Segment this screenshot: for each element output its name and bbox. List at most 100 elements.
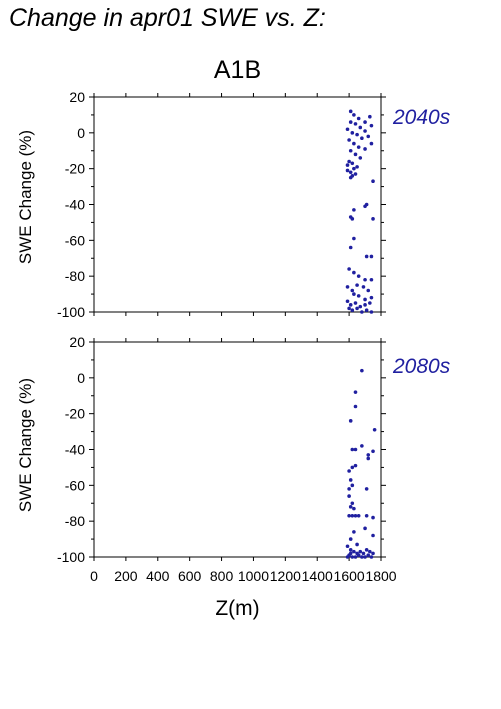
data-point: [353, 301, 358, 305]
data-point: [350, 513, 355, 518]
data-point: [347, 487, 351, 491]
data-point: [352, 141, 356, 146]
scenario-title: A1B: [213, 56, 262, 84]
data-point: [371, 179, 375, 184]
data-point: [369, 277, 374, 282]
data-point: [371, 217, 375, 221]
data-point: [350, 131, 355, 135]
data-point: [366, 456, 371, 461]
data-point: [363, 120, 367, 124]
data-point: [364, 308, 369, 313]
data-point: [371, 533, 375, 538]
data-point: [358, 125, 363, 130]
data-point: [369, 555, 374, 559]
data-point: [363, 277, 367, 282]
data-point: [356, 553, 361, 558]
data-point: [366, 453, 371, 457]
data-point: [345, 127, 350, 132]
data-point: [363, 297, 367, 302]
data-point: [361, 551, 366, 556]
data-point: [348, 120, 353, 124]
data-point: [350, 465, 355, 470]
data-point: [356, 116, 361, 121]
y-axis-label: SWE Change (%): [16, 378, 35, 512]
data-point: [363, 204, 367, 209]
data-point: [348, 548, 353, 552]
data-point: [363, 147, 367, 151]
data-point: [369, 295, 374, 300]
y-tick-label: 0: [77, 370, 85, 386]
plot-frame: [93, 341, 382, 558]
x-tick-label: 800: [210, 568, 234, 584]
data-point: [355, 306, 359, 311]
data-point: [348, 505, 353, 509]
data-point: [353, 152, 358, 157]
data-point: [352, 506, 356, 511]
data-point: [372, 427, 377, 432]
data-point: [353, 122, 358, 126]
x-tick-label: 400: [146, 568, 170, 584]
data-point: [360, 136, 364, 141]
data-point: [352, 530, 356, 534]
y-tick-label: -40: [65, 442, 85, 458]
data-point: [352, 166, 356, 171]
x-tick-label: 1600: [334, 568, 365, 584]
data-point: [348, 303, 353, 307]
data-point: [350, 288, 355, 293]
y-tick-label: -40: [65, 197, 85, 213]
data-point: [350, 501, 355, 506]
data-point: [348, 170, 353, 175]
data-point: [350, 161, 355, 166]
x-tick-label: 1400: [302, 568, 333, 584]
data-point: [348, 175, 353, 180]
data-point: [353, 463, 358, 468]
data-point: [369, 254, 374, 259]
data-point: [350, 217, 355, 221]
data-point: [360, 555, 364, 559]
y-tick-label: 20: [69, 334, 85, 350]
figure-heading: Change in apr01 SWE vs. Z:: [9, 4, 326, 32]
data-point: [356, 294, 361, 298]
data-point: [355, 542, 359, 547]
x-axis-label: Z(m): [215, 597, 259, 620]
data-point: [345, 285, 350, 289]
data-point: [350, 555, 355, 559]
x-tick-label: 1200: [270, 568, 301, 584]
data-point: [347, 267, 351, 271]
data-point: [364, 254, 369, 259]
y-tick-label: -20: [65, 161, 85, 177]
data-point: [356, 274, 361, 278]
data-point: [360, 310, 364, 314]
y-tick-label: -80: [65, 268, 85, 284]
data-point: [347, 159, 351, 164]
data-point: [368, 549, 372, 554]
data-point: [360, 444, 364, 448]
data-point: [363, 303, 367, 307]
y-tick-label: -80: [65, 513, 85, 529]
data-point: [363, 555, 367, 559]
data-point: [353, 172, 358, 176]
x-tick-label: 0: [90, 568, 98, 584]
data-point: [368, 301, 372, 305]
data-point: [361, 285, 366, 289]
data-point: [350, 447, 355, 452]
x-tick-label: 1800: [365, 568, 396, 584]
data-point: [366, 134, 371, 139]
data-point: [369, 141, 374, 146]
data-point: [355, 132, 359, 137]
data-point: [348, 478, 353, 482]
data-point: [364, 487, 369, 491]
data-point: [348, 109, 353, 114]
plot-frame: [93, 96, 382, 313]
data-point: [350, 308, 355, 313]
data-point: [355, 165, 359, 169]
data-point: [353, 390, 358, 394]
data-point: [369, 310, 374, 314]
data-point: [353, 404, 358, 409]
data-point: [352, 549, 356, 554]
data-point: [353, 513, 358, 518]
data-point: [352, 208, 356, 212]
data-point: [347, 306, 351, 311]
y-tick-label: -100: [57, 304, 85, 320]
data-point: [345, 555, 350, 559]
